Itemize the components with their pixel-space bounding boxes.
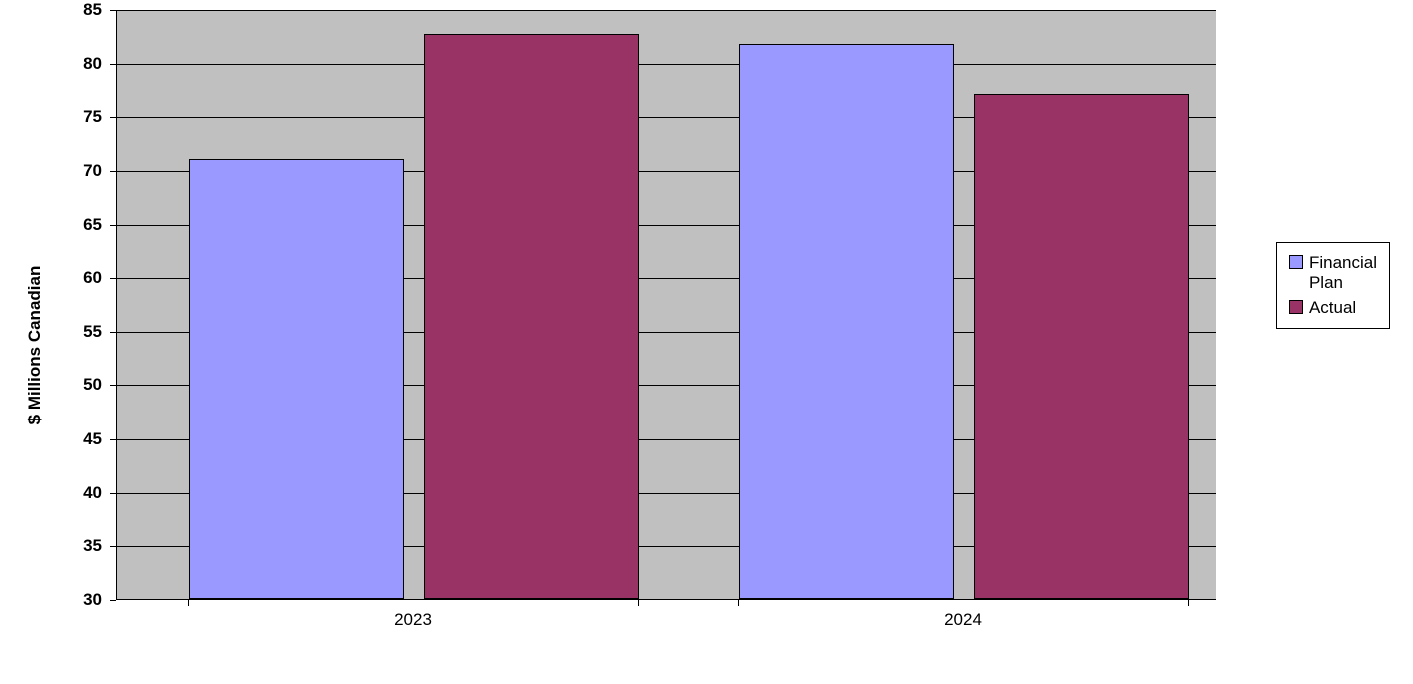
y-tick-label: 75 <box>83 107 102 127</box>
y-tick-label: 60 <box>83 268 102 288</box>
y-tick-label: 80 <box>83 54 102 74</box>
legend-item: Actual <box>1289 298 1377 318</box>
bar-financial-plan <box>739 44 954 599</box>
x-tick-label: 2024 <box>944 610 982 630</box>
y-tick-label: 30 <box>83 590 102 610</box>
legend-swatch <box>1289 255 1303 269</box>
grid-line <box>117 10 1216 11</box>
y-tick-mark <box>110 64 116 65</box>
y-tick-mark <box>110 278 116 279</box>
legend-swatch <box>1289 300 1303 314</box>
y-axis-label: $ Millions Canadian <box>25 266 45 425</box>
bar-actual <box>424 34 639 599</box>
y-tick-label: 35 <box>83 536 102 556</box>
y-tick-label: 40 <box>83 483 102 503</box>
y-tick-label: 55 <box>83 322 102 342</box>
x-tick-mark <box>1188 600 1189 606</box>
legend-text: FinancialPlan <box>1309 253 1377 292</box>
y-tick-label: 65 <box>83 215 102 235</box>
y-tick-mark <box>110 171 116 172</box>
x-tick-mark <box>188 600 189 606</box>
bar-financial-plan <box>189 159 404 599</box>
y-tick-label: 45 <box>83 429 102 449</box>
y-tick-mark <box>110 546 116 547</box>
x-tick-label: 2023 <box>394 610 432 630</box>
y-tick-label: 50 <box>83 375 102 395</box>
y-tick-label: 85 <box>83 0 102 20</box>
y-tick-labels: 303540455055606570758085 <box>60 10 110 600</box>
legend-text: Actual <box>1309 298 1356 318</box>
y-tick-label: 70 <box>83 161 102 181</box>
y-tick-mark <box>110 10 116 11</box>
y-tick-mark <box>110 600 116 601</box>
bar-actual <box>974 94 1189 599</box>
x-tick-mark <box>638 600 639 606</box>
y-tick-mark <box>110 117 116 118</box>
chart-container: $ Millions Canadian 30354045505560657075… <box>60 10 1400 680</box>
legend: FinancialPlan Actual <box>1276 242 1390 329</box>
y-tick-mark <box>110 332 116 333</box>
y-tick-mark <box>110 439 116 440</box>
x-tick-mark <box>738 600 739 606</box>
legend-item: FinancialPlan <box>1289 253 1377 292</box>
y-tick-mark <box>110 385 116 386</box>
plot-area <box>116 10 1216 600</box>
grid-line <box>117 64 1216 65</box>
y-tick-mark <box>110 225 116 226</box>
y-tick-mark <box>110 493 116 494</box>
